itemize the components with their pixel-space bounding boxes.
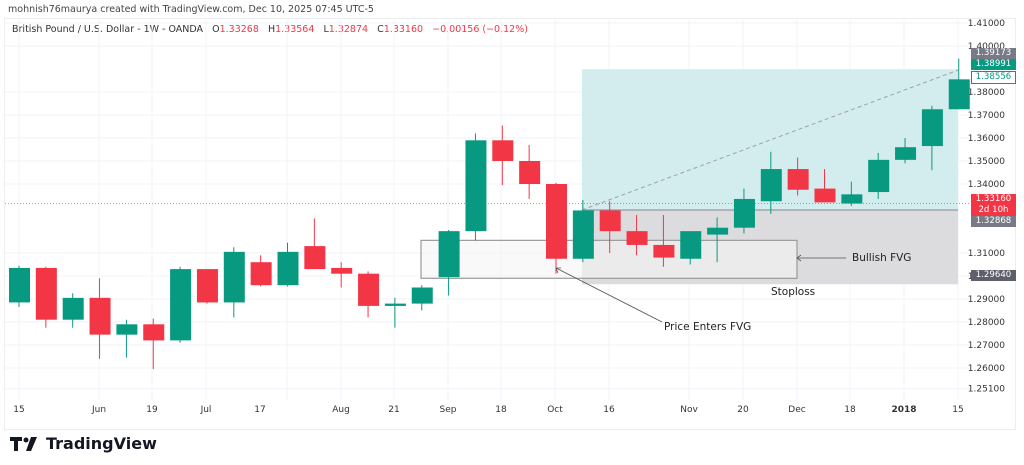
bull-candle: [170, 269, 192, 341]
symbol-name: British Pound / U.S. Dollar - 1W - OANDA: [12, 24, 204, 35]
time-axis-label: 16: [603, 405, 615, 415]
bear-candle: [358, 273, 380, 306]
bull-candle: [733, 198, 755, 228]
bull-candle: [921, 109, 943, 147]
logo-text: TradingView: [46, 434, 157, 453]
time-axis-label: Aug: [332, 405, 350, 415]
price-enters-fvg-arrow: [555, 267, 663, 323]
stoploss-label[interactable]: Stoploss: [771, 286, 816, 298]
bull-candle: [707, 227, 729, 235]
bear-candle: [814, 188, 836, 203]
low-value: 1.32874: [328, 24, 369, 35]
projection-arrow: [581, 69, 959, 211]
price-axis-label: 1.25100: [968, 385, 1005, 395]
time-axis-label: Nov: [680, 405, 698, 415]
price-axis-label: 1.38000: [968, 88, 1005, 98]
chart-credit: mohnish76maurya created with TradingView…: [8, 4, 374, 15]
close-value: 1.33160: [383, 24, 424, 35]
bear-candle: [492, 140, 514, 161]
time-axis[interactable]: 15 Jun 19 Jul 17 Aug 21 Sep 18 Oct 16 Nov 20 Dec 18 201…: [0, 405, 1000, 419]
price-axis-label: 1.26000: [968, 364, 1005, 374]
open-value: 1.33268: [219, 24, 259, 35]
bull-candle: [277, 251, 299, 286]
bear-candle: [89, 297, 111, 335]
price-axis-label: 1.29000: [968, 295, 1005, 305]
time-axis-label: 18: [844, 405, 856, 415]
countdown-tag: 2d 10h: [971, 205, 1016, 216]
arrowhead-icon: [555, 267, 561, 274]
bull-candle: [9, 267, 30, 303]
bear-candle: [143, 324, 165, 341]
bear-candle: [35, 267, 57, 320]
price-axis-label: 1.37000: [968, 111, 1005, 121]
bull-candle: [868, 159, 890, 193]
price-axis-label: 1.36000: [968, 134, 1005, 144]
bull-candle: [62, 297, 84, 320]
time-axis-label: 19: [146, 405, 158, 415]
bull-candle: [572, 210, 594, 259]
entry-price-tag: 1.32868: [971, 216, 1016, 227]
bear-candle: [519, 161, 541, 184]
bull-candle: [841, 194, 863, 204]
arrowhead-icon: [796, 254, 802, 262]
price-axis-label: 1.31000: [968, 249, 1005, 259]
target-price-tag: 1.39173: [971, 48, 1016, 59]
tp-price-tag: 1.38991: [971, 59, 1016, 70]
price-axis-label: 1.35000: [968, 157, 1005, 167]
last-price-tag: 1.33160: [971, 194, 1016, 205]
time-axis-label: 15: [952, 405, 964, 415]
bull-candle: [895, 147, 917, 160]
symbol-legend: British Pound / U.S. Dollar - 1W - OANDA…: [12, 24, 528, 35]
time-axis-label: Sep: [439, 405, 457, 415]
bull-candle: [223, 251, 245, 303]
bull-candle: [384, 303, 406, 306]
bear-candle: [653, 244, 675, 258]
bear-candle: [331, 267, 353, 274]
bull-candle: [465, 140, 487, 232]
time-axis-label: 17: [254, 405, 266, 415]
bullish-fvg-label[interactable]: Bullish FVG: [852, 252, 912, 264]
tradingview-logo-icon: [10, 436, 37, 451]
tradingview-logo[interactable]: TradingView: [10, 434, 157, 453]
price-axis-label: 1.28000: [968, 318, 1005, 328]
bear-candle: [599, 210, 621, 232]
time-axis-label: Jun: [91, 405, 107, 415]
price-axis-label: 1.27000: [968, 341, 1005, 351]
time-axis-label: 20: [737, 405, 749, 415]
time-axis-label: 2018: [891, 405, 917, 415]
change-value: −0.00156 (−0.12%): [432, 24, 528, 35]
bear-candle: [546, 184, 567, 259]
time-axis-label: Jul: [200, 405, 212, 415]
bull-candle: [438, 231, 460, 278]
bull-candle: [411, 287, 433, 304]
bear-candle: [250, 262, 272, 286]
time-axis-label: 21: [388, 405, 400, 415]
tp-line-price-tag: 1.38556: [971, 71, 1016, 84]
bull-candle: [760, 169, 782, 202]
bull-candle: [116, 324, 138, 335]
price-axis-label: 1.34000: [968, 180, 1005, 190]
bear-candle: [626, 231, 648, 245]
bear-candle: [787, 169, 809, 190]
time-axis-label: Oct: [547, 405, 563, 415]
bear-candle: [196, 269, 218, 303]
fvg-box: [420, 239, 798, 279]
bear-candle: [304, 246, 326, 270]
time-axis-label: Dec: [788, 405, 806, 415]
price-axis-label: 1.41000: [968, 19, 1005, 29]
high-value: 1.33564: [275, 24, 315, 35]
time-axis-label: 15: [13, 405, 25, 415]
bull-candle: [680, 231, 702, 259]
stop-price-tag: 1.29640: [971, 270, 1016, 281]
bull-candle: [948, 79, 970, 110]
time-axis-label: 18: [495, 405, 507, 415]
price-axis-label: 1.40000: [968, 42, 1005, 52]
price-enters-fvg-label[interactable]: Price Enters FVG: [664, 321, 752, 333]
